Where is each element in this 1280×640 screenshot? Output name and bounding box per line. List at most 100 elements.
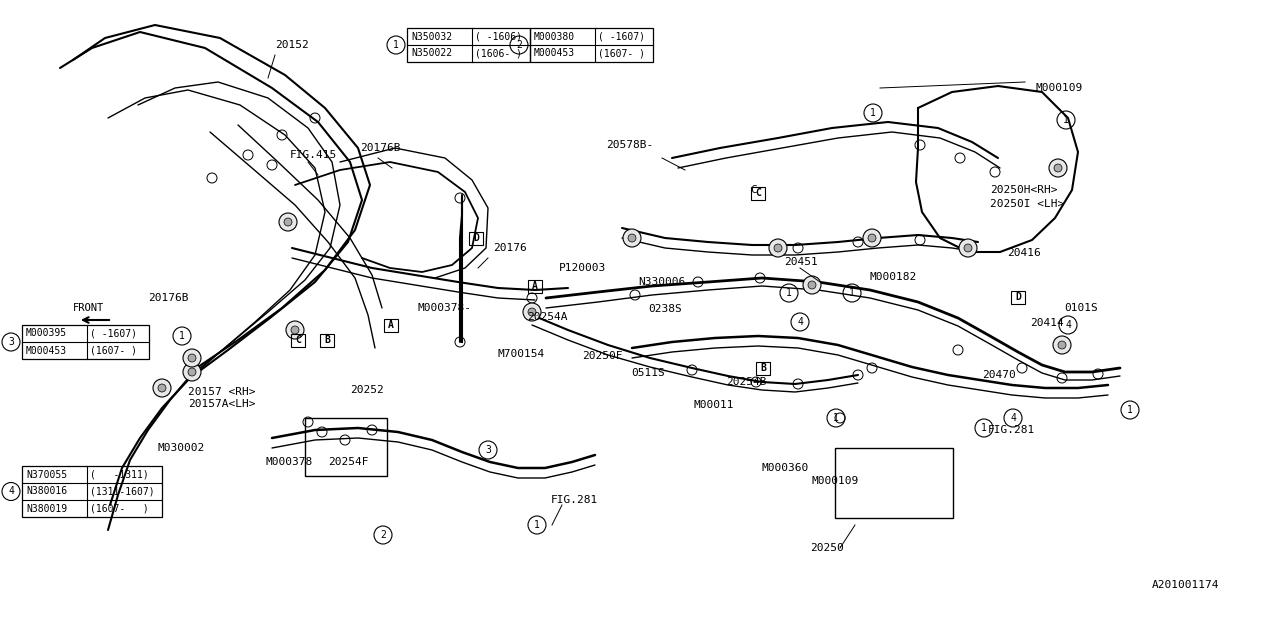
Circle shape [623,229,641,247]
Circle shape [285,321,305,339]
Text: 1: 1 [833,413,838,423]
Text: FRONT: FRONT [73,303,104,313]
Text: N350032: N350032 [411,31,452,42]
Text: (1311-1607): (1311-1607) [90,486,155,497]
Text: M000378: M000378 [265,457,312,467]
Circle shape [1050,159,1068,177]
Text: FIG.281: FIG.281 [550,495,598,505]
Circle shape [803,276,820,294]
Circle shape [808,281,817,289]
Text: 20254F: 20254F [328,457,369,467]
Text: 1: 1 [1128,405,1133,415]
Text: 0101S: 0101S [1064,303,1098,313]
Text: 1: 1 [786,288,792,298]
Text: 2: 2 [516,40,522,50]
Text: 20414: 20414 [1030,318,1064,328]
Text: D: D [474,233,479,243]
Circle shape [868,234,876,242]
Text: M000395: M000395 [26,328,67,339]
Text: 4: 4 [797,317,803,327]
Text: 4: 4 [1010,413,1016,423]
Circle shape [774,244,782,252]
Text: M000453: M000453 [534,49,575,58]
Bar [1011,291,1025,303]
Text: FIG.415: FIG.415 [291,150,337,160]
Text: M000453: M000453 [26,346,67,355]
Text: 20254B: 20254B [726,377,767,387]
Circle shape [284,218,292,226]
Text: 4: 4 [1065,320,1071,330]
Text: A201001174: A201001174 [1152,580,1220,590]
Text: 20252: 20252 [349,385,384,395]
Text: ( -1607): ( -1607) [90,328,137,339]
Text: 0511S: 0511S [631,368,664,378]
Bar [835,448,954,518]
Text: M000182: M000182 [869,272,916,282]
Text: P120003: P120003 [559,263,607,273]
Text: 20250I <LH>: 20250I <LH> [989,199,1064,209]
Text: N330006: N330006 [637,277,685,287]
Text: 20578B-: 20578B- [605,140,653,150]
Text: 20152: 20152 [275,40,308,50]
Text: 0238S: 0238S [648,304,682,314]
Text: 20250: 20250 [810,543,844,553]
Text: M000360: M000360 [762,463,809,473]
Text: B: B [760,363,765,373]
Text: (1607- ): (1607- ) [598,49,645,58]
Text: M030002: M030002 [157,443,205,453]
Text: (   -1311): ( -1311) [90,470,148,479]
Text: 20451: 20451 [783,257,818,267]
Text: 1: 1 [393,40,399,50]
Text: A: A [532,281,538,291]
Bar [468,232,483,244]
Text: 20176: 20176 [493,243,527,253]
Text: 20250F: 20250F [582,351,622,361]
Text: N380019: N380019 [26,504,67,513]
Text: 1: 1 [849,288,855,298]
Circle shape [964,244,972,252]
Circle shape [279,213,297,231]
Circle shape [183,349,201,367]
Text: 20416: 20416 [1007,248,1041,258]
Bar [320,333,334,346]
Circle shape [183,363,201,381]
Text: D: D [1015,292,1021,302]
Circle shape [1059,341,1066,349]
Text: M000109: M000109 [1036,83,1083,93]
Text: N350022: N350022 [411,49,452,58]
Bar [756,362,771,374]
Text: 2: 2 [380,530,387,540]
Text: 20254A: 20254A [527,312,567,322]
Circle shape [188,354,196,362]
Circle shape [959,239,977,257]
Bar [384,319,398,332]
Bar [305,418,387,476]
Bar [751,186,765,200]
Circle shape [188,368,196,376]
Circle shape [154,379,172,397]
Circle shape [628,234,636,242]
Text: B: B [324,335,330,345]
Bar [530,28,653,62]
Text: 1: 1 [980,423,987,433]
Circle shape [769,239,787,257]
Text: A: A [388,320,394,330]
Text: FIG.281: FIG.281 [988,425,1036,435]
Text: 1: 1 [1064,115,1069,125]
Text: ( -1606): ( -1606) [475,31,522,42]
Circle shape [157,384,166,392]
Text: 20470: 20470 [982,370,1016,380]
Text: 20157A<LH>: 20157A<LH> [188,399,256,409]
Text: (1607-   ): (1607- ) [90,504,148,513]
Text: 20176B: 20176B [360,143,401,153]
Text: M700154: M700154 [498,349,545,359]
Circle shape [863,229,881,247]
Text: N380016: N380016 [26,486,67,497]
Text: C: C [296,335,301,345]
Text: ( -1607): ( -1607) [598,31,645,42]
Text: C: C [750,185,756,195]
Text: 20250H<RH>: 20250H<RH> [989,185,1057,195]
Text: 3: 3 [485,445,492,455]
Text: M000380: M000380 [534,31,575,42]
Text: M000109: M000109 [812,476,859,486]
